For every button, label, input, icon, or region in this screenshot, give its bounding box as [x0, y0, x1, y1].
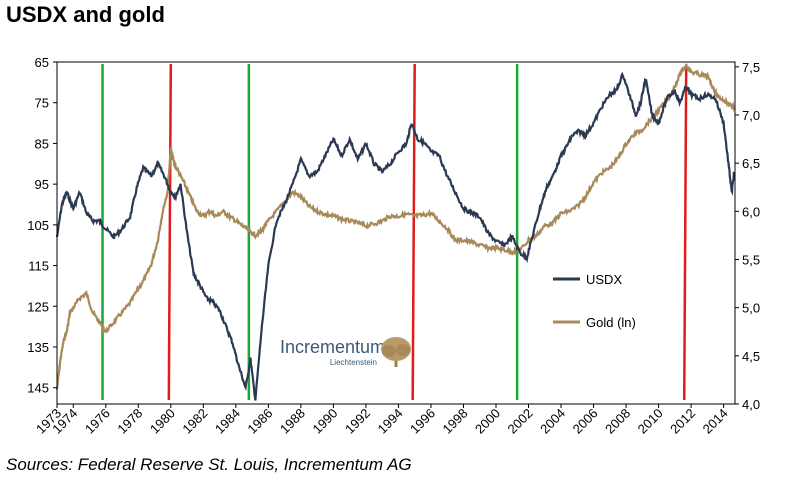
right-tick-label-3: 5,5: [742, 252, 760, 267]
left-tick-label-0: 65: [35, 55, 49, 70]
x-tick-label-13: 1998: [440, 406, 471, 437]
logo-name: Incrementum: [280, 337, 385, 357]
x-tick-label-17: 2006: [570, 406, 601, 437]
right-tick-label-1: 4,5: [742, 349, 760, 364]
logo-sub: Liechtenstein: [330, 358, 377, 367]
left-tick-label-8: 145: [27, 381, 49, 396]
x-tick-label-19: 2010: [635, 406, 666, 437]
gold-series-line: [55, 63, 736, 390]
x-tick-label-7: 1986: [244, 406, 275, 437]
x-tick-label-10: 1992: [342, 406, 373, 437]
chart-legend: USDX Gold (ln): [553, 272, 636, 330]
right-tick-label-2: 5,0: [742, 301, 760, 316]
right-tick-label-7: 7,5: [742, 60, 760, 75]
x-tick-label-6: 1984: [212, 406, 243, 437]
left-tick-label-4: 105: [27, 218, 49, 233]
x-tick-label-14: 2000: [472, 406, 503, 437]
left-tick-label-2: 85: [35, 136, 49, 151]
x-tick-label-3: 1978: [114, 406, 145, 437]
x-tick-label-8: 1988: [277, 406, 308, 437]
chart-title: USDX and gold: [6, 2, 165, 27]
x-tick-label-21: 2014: [700, 406, 731, 437]
right-tick-label-5: 6,5: [742, 156, 760, 171]
right-tick-label-4: 6,0: [742, 204, 760, 219]
left-tick-label-6: 125: [27, 299, 49, 314]
x-tick-label-18: 2008: [602, 406, 633, 437]
right-tick-label-6: 7,0: [742, 108, 760, 123]
source-note: Sources: Federal Reserve St. Louis, Incr…: [6, 455, 412, 474]
x-tick-label-11: 1994: [375, 406, 406, 437]
legend-usdx-label: USDX: [586, 272, 622, 287]
tree-icon: [381, 337, 411, 367]
left-tick-label-1: 75: [35, 96, 49, 111]
x-tick-label-9: 1990: [309, 406, 340, 437]
x-tick-label-12: 1996: [407, 406, 438, 437]
x-tick-label-15: 2002: [505, 406, 536, 437]
vertical-marker-red-5: [682, 63, 688, 401]
left-axis-ticks: 65 75 85 95 105 115 125 135 145: [27, 55, 57, 396]
x-tick-label-5: 1982: [179, 406, 210, 437]
right-axis-ticks: 4,0 4,5 5,0 5,5 6,0 6,5 7,0 7,5: [735, 60, 760, 412]
vertical-marker-red-1: [167, 63, 173, 401]
x-tick-label-4: 1980: [147, 406, 178, 437]
vertical-marker-lines: [101, 63, 688, 401]
legend-gold-label: Gold (ln): [586, 315, 636, 330]
left-tick-label-3: 95: [35, 177, 49, 192]
usdx-series-line: [55, 71, 736, 401]
left-tick-label-5: 115: [28, 259, 49, 274]
plot-frame: [56, 61, 736, 405]
right-tick-label-0: 4,0: [742, 397, 760, 412]
left-tick-label-7: 135: [27, 340, 49, 355]
x-tick-label-16: 2004: [537, 406, 568, 437]
incrementum-logo: Incrementum Liechtenstein: [280, 337, 411, 367]
x-tick-label-2: 1976: [82, 406, 113, 437]
vertical-marker-red-3: [411, 63, 416, 401]
x-tick-label-20: 2012: [667, 406, 698, 437]
